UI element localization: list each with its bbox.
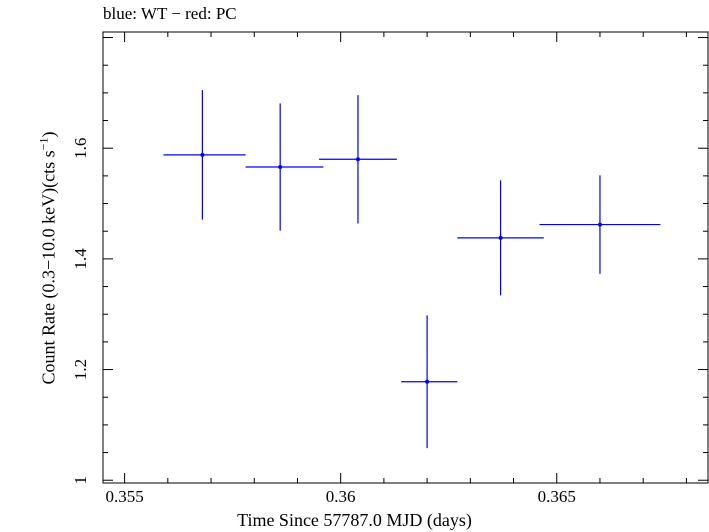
x-tick-label: 0.355 (105, 487, 143, 506)
data-point (245, 103, 324, 231)
y-tick-label: 1.2 (71, 359, 90, 380)
y-tick-label: 1.6 (71, 138, 90, 159)
y-axis-label-sup: −1 (36, 137, 51, 151)
data-point (319, 95, 397, 224)
data-point (163, 90, 246, 220)
point-marker (425, 379, 430, 384)
y-tick-label: 1 (71, 476, 90, 485)
plot-frame (102, 31, 709, 484)
point-marker (278, 165, 283, 170)
point-marker (200, 152, 205, 157)
y-axis-label-end: ) (38, 131, 59, 138)
chart-title: blue: WT − red: PC (103, 4, 237, 23)
x-axis-label: Time Since 57787.0 MJD (days) (237, 510, 472, 530)
x-tick-label: 0.36 (326, 487, 356, 506)
y-axis-label: Count Rate (0.3−10.0 keV)(cts s−1) (37, 132, 60, 385)
data-point (539, 175, 661, 274)
y-tick-label: 1.4 (71, 248, 90, 270)
point-marker (498, 235, 503, 240)
y-axis-label-main: Count Rate (0.3−10.0 keV)(cts s (38, 150, 59, 385)
point-marker (597, 222, 602, 227)
data-marks (163, 90, 661, 449)
x-tick-label: 0.365 (538, 487, 576, 506)
axis-ticks: 0.355 0.36 0.365 1.2 1.4 1.6 1 (71, 32, 708, 506)
point-marker (355, 157, 360, 162)
data-point (457, 180, 544, 296)
data-point (401, 315, 458, 449)
